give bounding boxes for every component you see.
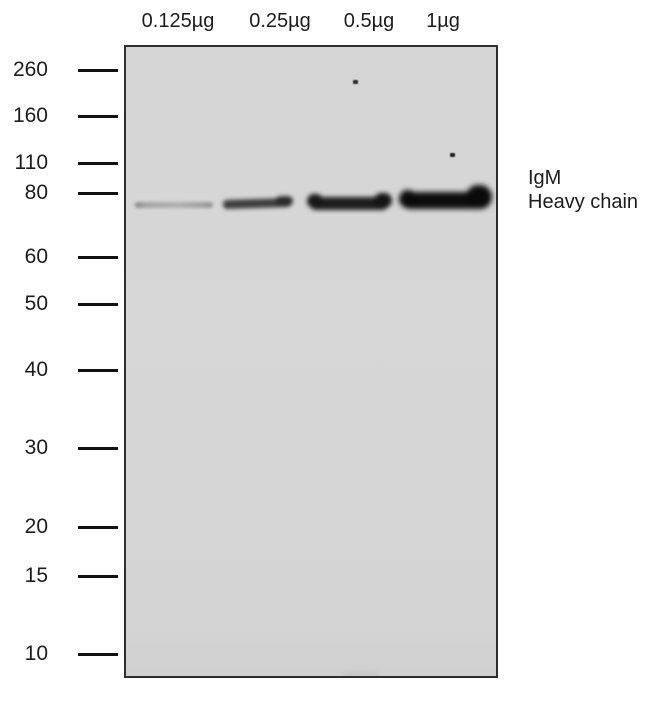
annotation-line-2: Heavy chain — [528, 191, 639, 213]
mw-marker-row-15: 15 — [0, 562, 124, 590]
mw-marker-tick — [78, 574, 118, 578]
mw-marker-label: 20 — [24, 515, 48, 538]
gel-blot-panel — [124, 45, 498, 678]
mw-marker-tick — [78, 255, 118, 259]
annotation-line-1: IgM — [528, 167, 562, 189]
band-lane-3 — [307, 193, 392, 210]
mw-marker-label: 80 — [24, 181, 48, 204]
mw-marker-tick — [78, 302, 118, 306]
mw-marker-tick — [78, 525, 118, 529]
mw-marker-row-260: 260 — [0, 56, 124, 84]
artifact-smudge — [344, 672, 378, 676]
mw-marker-label: 40 — [24, 358, 48, 381]
artifact-speck-2 — [450, 153, 455, 157]
mw-marker-tick — [78, 191, 118, 195]
mw-marker-tick — [78, 368, 118, 372]
mw-marker-tick — [78, 652, 118, 656]
mw-marker-label: 50 — [24, 292, 48, 315]
lane-label-2: 0.25µg — [249, 10, 311, 32]
mw-marker-row-60: 60 — [0, 243, 124, 271]
band-lane-4 — [399, 185, 492, 209]
artifact-speck-1 — [353, 80, 358, 84]
mw-marker-row-40: 40 — [0, 356, 124, 384]
band-lane-1 — [135, 202, 213, 208]
mw-marker-label: 260 — [12, 58, 48, 81]
mw-marker-tick — [78, 161, 118, 165]
mw-marker-label: 10 — [24, 642, 48, 665]
mw-marker-row-30: 30 — [0, 434, 124, 462]
mw-marker-row-110: 110 — [0, 149, 124, 177]
lane-label-1: 0.125µg — [141, 10, 215, 32]
mw-marker-row-20: 20 — [0, 513, 124, 541]
mw-marker-tick — [78, 68, 118, 72]
target-annotation: IgM Heavy chain — [528, 166, 638, 214]
mw-marker-label: 15 — [24, 564, 48, 587]
mw-marker-row-10: 10 — [0, 640, 124, 668]
mw-marker-label: 60 — [24, 245, 48, 268]
band-lane-2 — [222, 197, 292, 210]
mw-marker-label: 110 — [14, 151, 48, 174]
lane-label-3: 0.5µg — [343, 10, 395, 32]
lane-label-4: 1µg — [426, 10, 460, 32]
mw-marker-label: 30 — [24, 436, 48, 459]
mw-marker-row-160: 160 — [0, 102, 124, 130]
mw-marker-tick — [78, 114, 118, 118]
mw-marker-label: 160 — [12, 104, 48, 127]
mw-marker-row-50: 50 — [0, 290, 124, 318]
mw-marker-row-80: 80 — [0, 179, 124, 207]
mw-marker-tick — [78, 446, 118, 450]
